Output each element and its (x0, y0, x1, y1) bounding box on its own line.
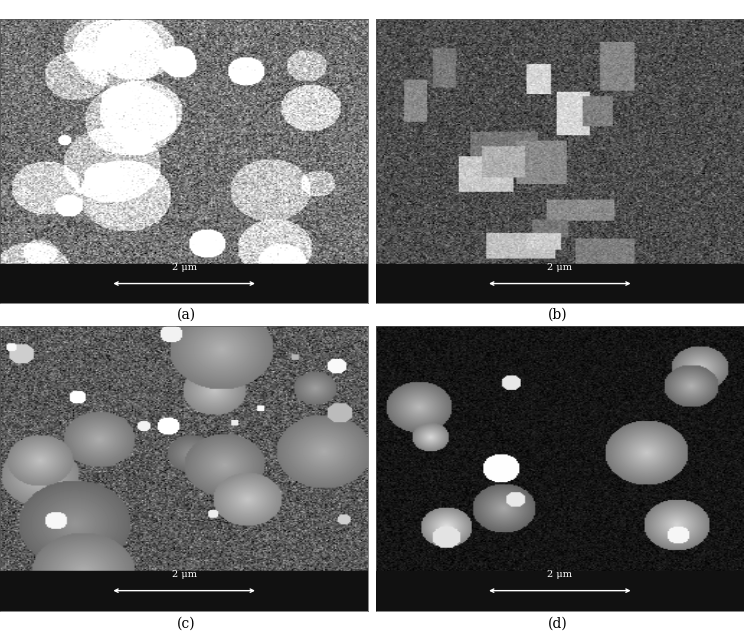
Text: 2 μm: 2 μm (172, 263, 196, 272)
Text: (a): (a) (176, 308, 196, 322)
Bar (0, 570, 368, 611)
Text: 2 μm: 2 μm (548, 570, 572, 579)
Bar (376, 570, 744, 611)
Text: 2 μm: 2 μm (548, 263, 572, 272)
Text: (d): (d) (548, 616, 568, 630)
Text: 2 μm: 2 μm (172, 570, 196, 579)
Bar (0, 264, 368, 303)
Text: (b): (b) (548, 308, 568, 322)
Text: (c): (c) (176, 616, 196, 630)
Bar (376, 264, 744, 303)
